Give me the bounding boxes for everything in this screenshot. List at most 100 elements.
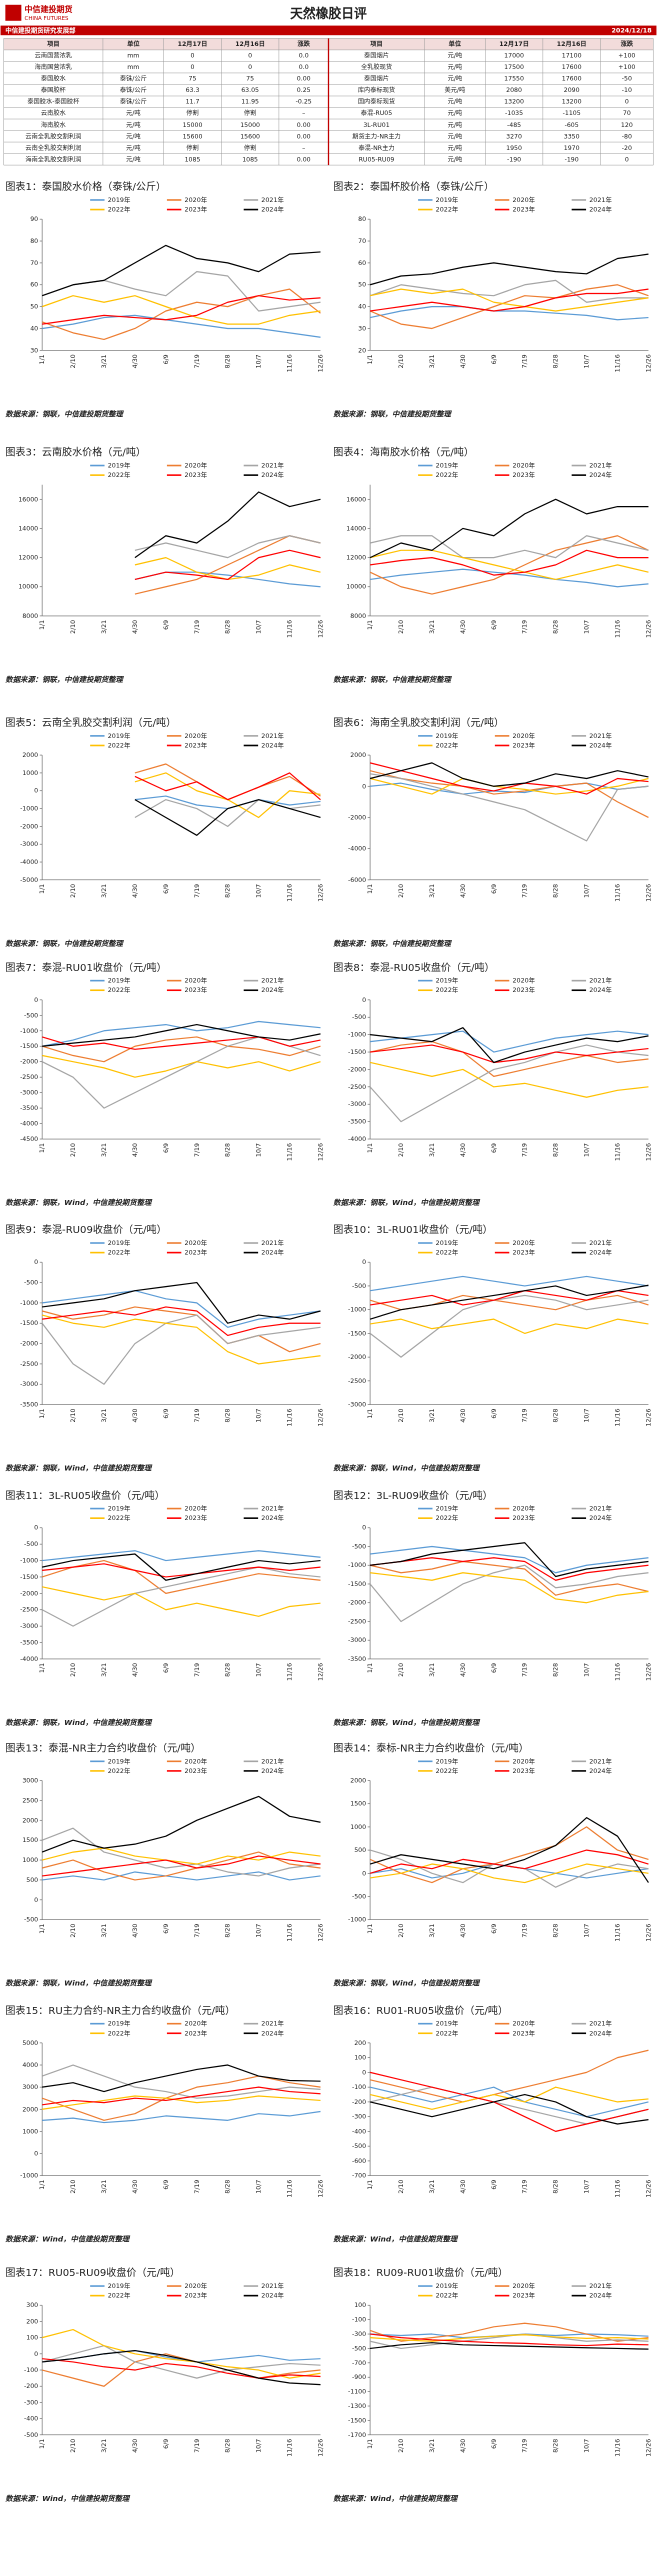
chart-source: 数据来源：钢联，Wind，中信建投期货整理 [333, 1718, 481, 1727]
legend-label: 2021年 [261, 195, 284, 204]
y-tick-label: -1000 [20, 806, 38, 813]
table-cell: 0.00 [297, 76, 311, 83]
chart-title: 图表14：泰标-NR主力合约收盘价（元/吨） [333, 1742, 528, 1755]
series-line [42, 1586, 321, 1617]
table-cell: mm [127, 64, 139, 71]
y-tick-label: -4000 [348, 1136, 366, 1143]
legend-label: 2023年 [185, 2291, 208, 2300]
x-tick-label: 7/19 [522, 1924, 529, 1938]
y-tick-label: 0 [362, 1870, 366, 1877]
legend-label: 2022年 [436, 740, 459, 749]
x-tick-label: 3/21 [429, 354, 436, 368]
y-tick-label: -2500 [20, 1361, 38, 1368]
legend-label: 2021年 [589, 976, 612, 985]
x-tick-label: 3/21 [101, 2439, 108, 2453]
legend-label: 2022年 [436, 1513, 459, 1522]
y-tick-label: 16000 [18, 496, 38, 503]
y-tick-label: 60 [358, 260, 366, 267]
table-cell: 泰混-RU05 [361, 109, 393, 117]
series-line [41, 295, 321, 325]
legend-label: 2022年 [436, 2028, 459, 2037]
x-tick-label: 12/26 [318, 1143, 325, 1161]
y-tick-label: -3000 [348, 1101, 366, 1108]
y-tick-label: -500 [352, 2143, 366, 2150]
table-cell: 15000 [183, 122, 203, 129]
y-tick-label: -300 [24, 2399, 38, 2406]
x-tick-label: 11/16 [615, 1924, 622, 1942]
series-line [134, 799, 321, 836]
series-line [41, 1847, 321, 1865]
y-tick-label: -3500 [20, 1402, 38, 1409]
y-tick-label: 4000 [22, 2062, 38, 2069]
y-tick-label: 10000 [346, 584, 366, 591]
series-line [369, 284, 649, 330]
x-tick-label: 1/1 [39, 354, 46, 364]
y-tick-label: 50 [358, 282, 366, 289]
table-cell: -10 [622, 87, 632, 94]
table-cell: 元/吨 [126, 155, 141, 163]
series-line [369, 549, 649, 581]
department: 中信建投期货研究发展部 [5, 26, 76, 35]
y-tick-label: -2000 [20, 1059, 38, 1066]
x-tick-label: 7/19 [522, 1409, 529, 1423]
legend-label: 2023年 [185, 1248, 208, 1257]
table-cell: 全乳胶现货 [361, 63, 392, 71]
x-tick-label: 1/1 [367, 620, 374, 630]
table-cell: 泰铢/公斤 [120, 75, 147, 83]
x-tick-label: 6/9 [163, 1924, 170, 1934]
series-line [369, 1284, 649, 1320]
x-tick-label: 7/19 [522, 354, 529, 368]
table-cell: 海南全乳胶交割利润 [25, 155, 81, 163]
series-line [370, 1275, 649, 1292]
x-tick-label: 4/30 [460, 1409, 467, 1423]
series-line [41, 1306, 321, 1353]
table-cell: 0.00 [297, 122, 311, 129]
table-cell: +100 [618, 64, 635, 71]
y-tick-label: -1500 [20, 1574, 38, 1581]
y-tick-label: 3000 [22, 2084, 38, 2091]
legend-label: 2021年 [589, 1238, 612, 1247]
x-tick-label: 2/10 [70, 1924, 77, 1938]
y-tick-label: 12000 [18, 555, 38, 562]
y-tick-label: -500 [352, 2345, 366, 2352]
series-line [370, 1044, 649, 1064]
table-cell: 3270 [506, 133, 522, 140]
legend-label: 2024年 [589, 470, 612, 479]
series-line [41, 1036, 321, 1050]
legend-label: 2020年 [185, 461, 208, 470]
x-tick-label: 11/16 [615, 1663, 622, 1681]
y-tick-label: -2500 [348, 1618, 366, 1625]
legend-label: 2024年 [589, 2028, 612, 2037]
y-tick-label: 80 [358, 216, 366, 223]
series-line [369, 1044, 649, 1123]
x-tick-label: 3/21 [101, 1924, 108, 1938]
series-line [369, 253, 649, 286]
table-cell: 17000 [504, 53, 524, 60]
legend-label: 2023年 [512, 2028, 535, 2037]
y-tick-label: -2000 [20, 823, 38, 830]
y-tick-label: 2500 [22, 1797, 38, 1804]
x-tick-label: 1/1 [367, 354, 374, 364]
table-cell: 15000 [240, 122, 260, 129]
legend-label: 2024年 [261, 1248, 284, 1257]
legend-label: 2019年 [108, 731, 131, 740]
legend-label: 2021年 [261, 1238, 284, 1247]
table-cell: -20 [622, 145, 632, 152]
x-tick-label: 10/7 [256, 2439, 263, 2453]
x-tick-label: 6/9 [491, 354, 498, 364]
table-cell: 75 [246, 76, 254, 83]
y-tick-label: -1000 [348, 1032, 366, 1039]
legend-label: 2019年 [108, 976, 131, 985]
y-tick-label: -700 [352, 2360, 366, 2367]
chart-title: 图表10：3L-RU01收盘价（元/吨） [333, 1223, 492, 1236]
table-cell: 泰国胶水-泰国胶杯 [27, 98, 80, 106]
legend-label: 2020年 [185, 195, 208, 204]
legend-label: 2019年 [108, 461, 131, 470]
table-header-cell: 12月17日 [178, 40, 208, 48]
logo-text: 中信建投期货 [25, 4, 73, 14]
table-cell: +100 [618, 53, 635, 60]
x-tick-label: 2/10 [70, 884, 77, 898]
table-cell: 元/吨 [126, 132, 141, 140]
x-tick-label: 1/1 [39, 1924, 46, 1934]
